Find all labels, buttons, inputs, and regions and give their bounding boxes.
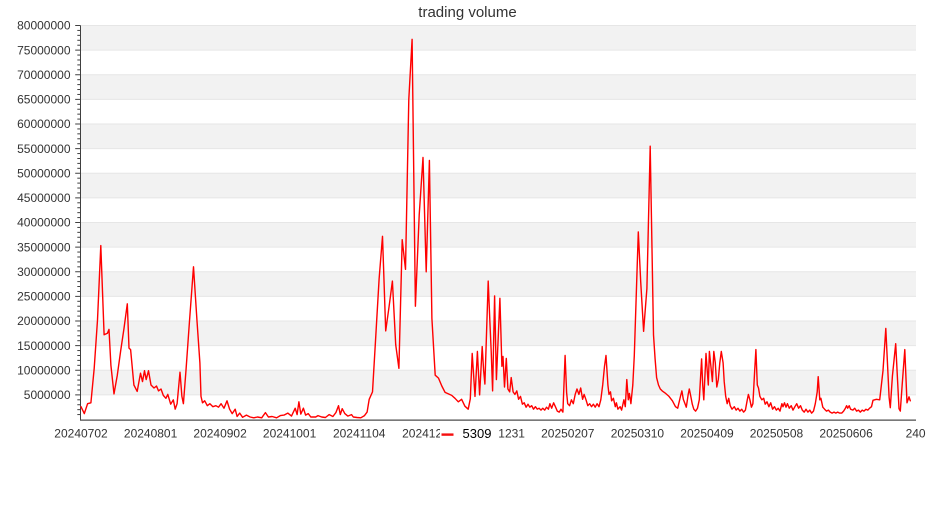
- svg-text:20250508: 20250508: [750, 427, 804, 441]
- svg-text:20250606: 20250606: [819, 427, 873, 441]
- svg-text:20250310: 20250310: [611, 427, 665, 441]
- svg-text:35000000: 35000000: [17, 240, 71, 254]
- svg-text:20240702: 20240702: [54, 427, 108, 441]
- svg-text:25000000: 25000000: [17, 290, 71, 304]
- svg-text:15000000: 15000000: [17, 339, 71, 353]
- svg-text:20240902: 20240902: [193, 427, 247, 441]
- svg-text:80000000: 80000000: [17, 19, 71, 33]
- svg-text:30000000: 30000000: [17, 265, 71, 279]
- svg-text:20250409: 20250409: [680, 427, 734, 441]
- svg-text:45000000: 45000000: [17, 191, 71, 205]
- svg-text:20241104: 20241104: [333, 427, 386, 441]
- svg-text:50000000: 50000000: [17, 166, 71, 180]
- svg-text:trading volume: trading volume: [418, 4, 516, 21]
- svg-text:5309: 5309: [463, 426, 492, 441]
- svg-text:5000000: 5000000: [24, 388, 71, 402]
- svg-text:20250207: 20250207: [541, 427, 595, 441]
- svg-text:55000000: 55000000: [17, 142, 71, 156]
- svg-text:70000000: 70000000: [17, 68, 71, 82]
- svg-text:60000000: 60000000: [17, 117, 71, 131]
- svg-text:20000000: 20000000: [17, 314, 71, 328]
- svg-text:10000000: 10000000: [17, 363, 71, 377]
- svg-text:240: 240: [906, 427, 926, 441]
- svg-text:20241001: 20241001: [263, 427, 317, 441]
- svg-text:20240801: 20240801: [124, 427, 178, 441]
- svg-text:65000000: 65000000: [17, 93, 71, 107]
- svg-text:40000000: 40000000: [17, 216, 71, 230]
- svg-text:75000000: 75000000: [17, 43, 71, 57]
